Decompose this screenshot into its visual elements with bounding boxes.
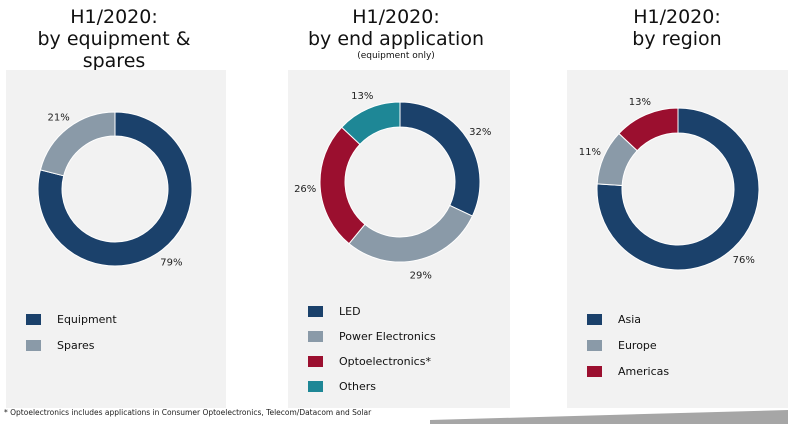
pie-slice-power-electronics	[348, 204, 474, 263]
data-label: 26%	[294, 184, 316, 195]
chart-title-line2: by region	[632, 28, 722, 50]
legend-item: Europe	[587, 338, 657, 352]
legend-label: Equipment	[57, 312, 117, 326]
legend-item: Americas	[587, 364, 669, 378]
legend-item: Equipment	[26, 312, 117, 326]
chart-title-line1: H1/2020:	[633, 6, 721, 28]
panel-region: 76% 11% 13% Asia Europe Americas	[567, 70, 788, 408]
legend-swatch	[308, 330, 323, 342]
legend-item: Asia	[587, 312, 641, 326]
legend-label: Asia	[618, 312, 642, 326]
data-label: 76%	[733, 255, 755, 266]
legend-item: LED	[308, 304, 361, 318]
data-label: 21%	[47, 112, 69, 123]
legend-swatch	[308, 355, 323, 367]
pie-slice-americas	[618, 107, 679, 152]
data-label: 29%	[410, 271, 432, 282]
pie-slice-optoelectronics	[319, 126, 366, 245]
chart-title-line2: by end application	[308, 28, 484, 50]
legend-item: Optoelectronics*	[308, 354, 431, 368]
chart-title-line1: H1/2020:	[352, 6, 440, 28]
legend-swatch	[26, 313, 41, 325]
legend-swatch	[587, 313, 602, 325]
title-region: H1/2020: by region	[567, 6, 787, 50]
pie-slice-led	[399, 101, 481, 217]
data-label: 13%	[351, 91, 373, 102]
pie-slice-spares	[39, 111, 116, 177]
donut-chart-application: 32% 29% 26% 13%	[294, 91, 491, 282]
chart-title-line2: by equipment & spares	[37, 28, 191, 72]
panel-equipment: 79% 21% Equipment Spares	[6, 70, 226, 408]
legend-label: LED	[339, 304, 361, 318]
legend-item: Spares	[26, 338, 95, 352]
title-equipment: H1/2020: by equipment & spares	[4, 6, 224, 72]
decorative-bar-shape	[430, 410, 788, 424]
legend-item: Power Electronics	[308, 329, 436, 343]
legend-label: Americas	[618, 364, 670, 378]
legend-label: Others	[339, 379, 376, 393]
legend-swatch	[26, 339, 41, 351]
title-application: H1/2020: by end application (equipment o…	[286, 6, 506, 61]
legend-label: Spares	[57, 338, 95, 352]
pie-slice-asia	[596, 107, 760, 271]
legend-swatch	[587, 339, 602, 351]
pie-slice-equipment	[37, 111, 193, 267]
legend-item: Others	[308, 379, 376, 393]
panel-application: 32% 29% 26% 13% LED Power Electronics Optoele…	[288, 70, 510, 408]
legend-label: Optoelectronics*	[339, 354, 431, 368]
chart-title-line1: H1/2020:	[70, 6, 158, 28]
data-label: 32%	[469, 127, 491, 138]
legend-label: Power Electronics	[339, 329, 436, 343]
footnote: * Optoelectronics includes applications …	[4, 408, 372, 417]
legend-swatch	[308, 380, 323, 392]
data-label: 11%	[579, 147, 601, 158]
chart-subtitle: (equipment only)	[357, 51, 435, 61]
data-label: 13%	[629, 97, 651, 108]
data-label: 79%	[160, 258, 182, 269]
decorative-bar	[430, 410, 788, 424]
pie-slice-others	[340, 101, 401, 146]
donut-chart-region: 76% 11% 13%	[579, 97, 760, 271]
legend-swatch	[308, 305, 323, 317]
donut-chart-equipment: 79% 21%	[37, 111, 193, 269]
legend-label: Europe	[618, 338, 657, 352]
legend-swatch	[587, 365, 602, 377]
